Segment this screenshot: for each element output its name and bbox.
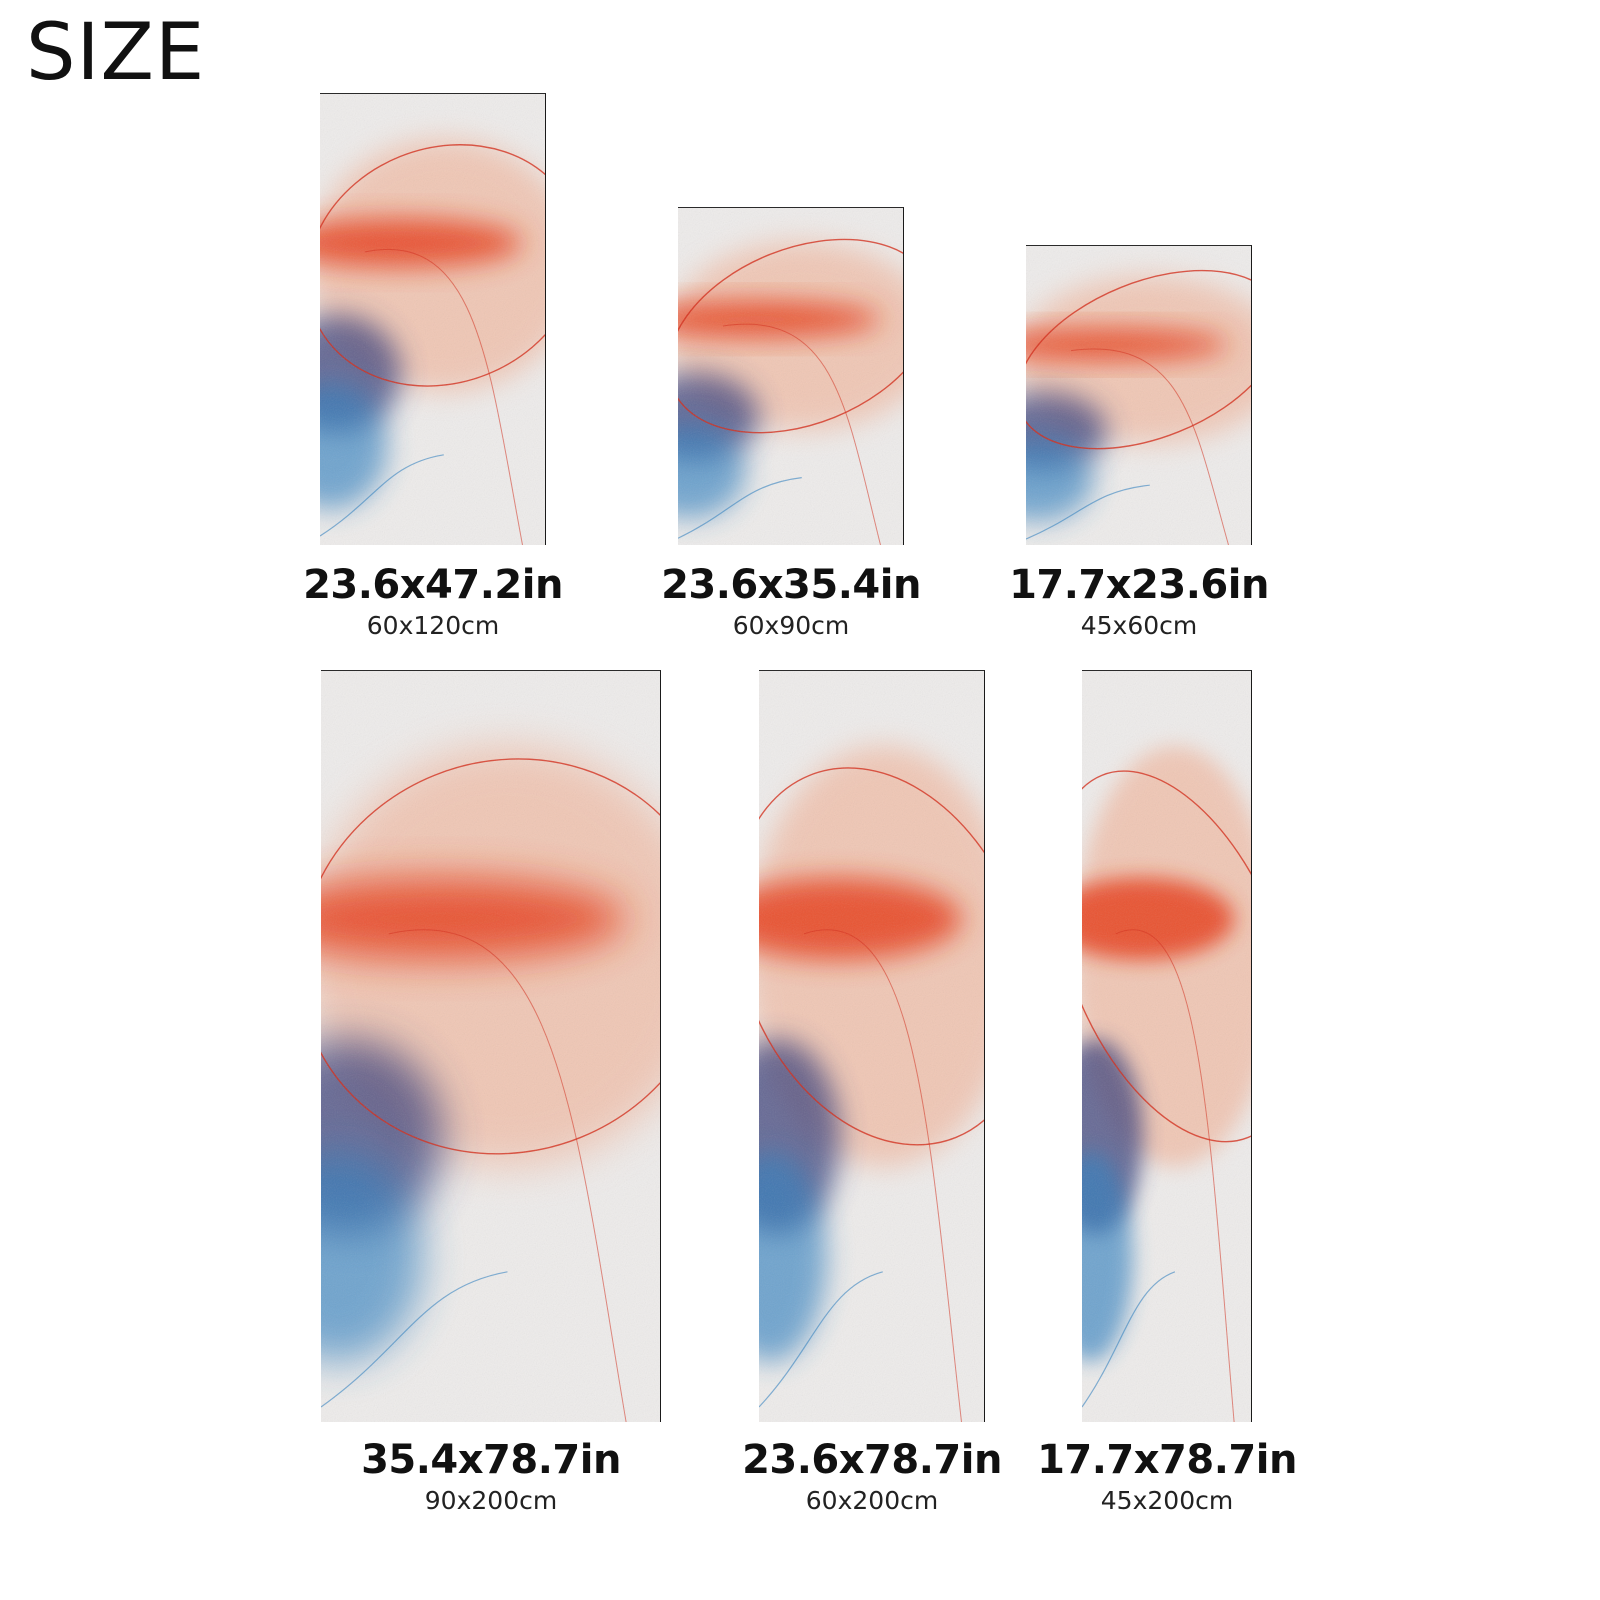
size-cm-label: 60x90cm xyxy=(732,611,850,640)
size-inches-label: 23.6x78.7in xyxy=(742,1437,1002,1483)
abstract-artwork xyxy=(678,208,903,545)
poster-preview-5 xyxy=(759,670,985,1422)
abstract-artwork xyxy=(320,94,545,545)
size-option-6: 17.7x78.7in 45x200cm xyxy=(997,1440,1337,1513)
size-inches-label: 17.7x23.6in xyxy=(1009,562,1269,608)
poster-preview-1 xyxy=(320,93,546,545)
poster-preview-6 xyxy=(1082,670,1252,1422)
abstract-artwork xyxy=(321,671,660,1422)
size-option-5: 23.6x78.7in 60x200cm xyxy=(702,1440,1042,1513)
size-cm-label: 45x200cm xyxy=(1100,1486,1234,1515)
size-option-4: 35.4x78.7in 90x200cm xyxy=(321,1440,661,1513)
size-option-1: 23.6x47.2in 60x120cm xyxy=(263,565,603,638)
size-option-3: 17.7x23.6in 45x60cm xyxy=(969,565,1309,638)
abstract-artwork xyxy=(759,671,984,1422)
size-inches-label: 23.6x35.4in xyxy=(661,562,921,608)
size-cm-label: 45x60cm xyxy=(1080,611,1198,640)
size-inches-label: 35.4x78.7in xyxy=(361,1437,621,1483)
size-cm-label: 60x120cm xyxy=(366,611,500,640)
size-inches-label: 17.7x78.7in xyxy=(1037,1437,1297,1483)
abstract-artwork xyxy=(1026,246,1251,545)
poster-preview-4 xyxy=(321,670,661,1422)
size-option-2: 23.6x35.4in 60x90cm xyxy=(621,565,961,638)
poster-preview-2 xyxy=(678,207,904,545)
page-title: SIZE xyxy=(26,8,206,98)
size-inches-label: 23.6x47.2in xyxy=(303,562,563,608)
poster-preview-3 xyxy=(1026,245,1252,545)
size-cm-label: 60x200cm xyxy=(805,1486,939,1515)
size-cm-label: 90x200cm xyxy=(424,1486,558,1515)
abstract-artwork xyxy=(1082,671,1251,1422)
